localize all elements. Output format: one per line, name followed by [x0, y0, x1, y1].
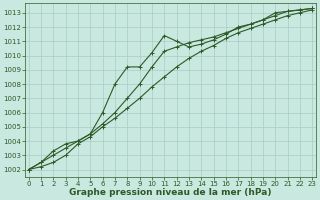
X-axis label: Graphe pression niveau de la mer (hPa): Graphe pression niveau de la mer (hPa) — [69, 188, 272, 197]
